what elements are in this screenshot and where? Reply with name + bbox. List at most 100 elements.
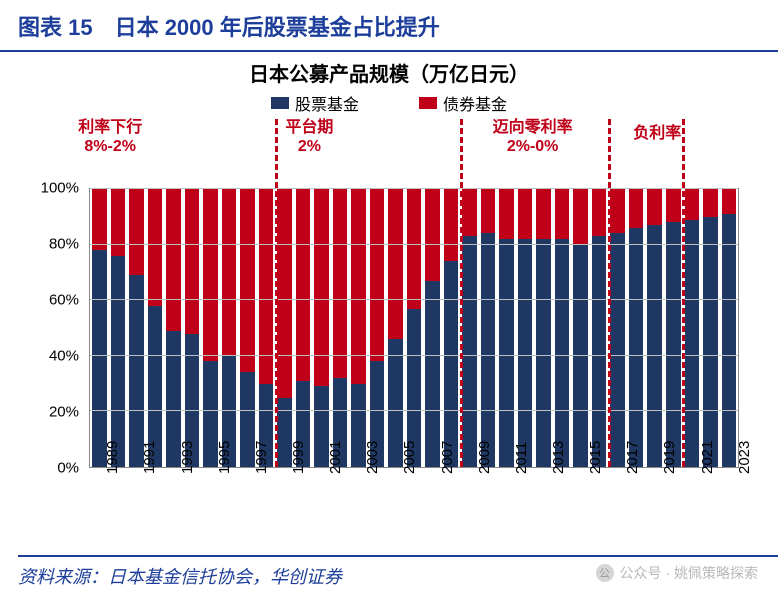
bar-col bbox=[331, 189, 350, 467]
bar-seg-stock bbox=[536, 239, 551, 467]
x-tick: 1997 bbox=[253, 441, 270, 474]
swatch-stock bbox=[271, 97, 289, 109]
bar-col bbox=[516, 189, 535, 467]
bar-col bbox=[368, 189, 387, 467]
bar-col bbox=[405, 189, 424, 467]
bar-seg-bond bbox=[333, 189, 348, 378]
x-tick: 2019 bbox=[661, 441, 678, 474]
period-annotation: 利率下行8%-2% bbox=[78, 118, 142, 156]
bar-col bbox=[349, 189, 368, 467]
chart-area: 日本公募产品规模（万亿日元） 股票基金 债券基金 利率下行8%-2% 平台期2% 迈… bbox=[19, 58, 759, 538]
x-tick: 2003 bbox=[364, 441, 381, 474]
wechat-icon: 公 bbox=[596, 564, 614, 582]
watermark: 公 公众号 · 姚佩策略探索 bbox=[596, 563, 758, 583]
gridline bbox=[90, 188, 738, 189]
bar-seg-stock bbox=[685, 220, 700, 467]
bar-seg-bond bbox=[111, 189, 126, 256]
x-tick: 2005 bbox=[401, 441, 418, 474]
y-tick: 40% bbox=[19, 348, 79, 365]
bar-seg-bond bbox=[277, 189, 292, 398]
bar-col bbox=[201, 189, 220, 467]
x-tick: 2007 bbox=[439, 441, 456, 474]
bar-seg-stock bbox=[129, 275, 144, 467]
bar-seg-stock bbox=[518, 239, 533, 467]
bar-seg-bond bbox=[370, 189, 385, 361]
bar-seg-stock bbox=[555, 239, 570, 467]
bar-seg-bond bbox=[536, 189, 551, 239]
legend-item-stock: 股票基金 bbox=[271, 91, 359, 115]
x-tick: 2009 bbox=[476, 441, 493, 474]
figure-title: 图表 15 日本 2000 年后股票基金占比提升 bbox=[0, 0, 778, 52]
bar-col bbox=[571, 189, 590, 467]
bar-seg-stock bbox=[481, 233, 496, 467]
bar-seg-stock bbox=[462, 236, 477, 467]
bar-seg-stock bbox=[722, 214, 737, 467]
x-tick: 2021 bbox=[699, 441, 716, 474]
legend-label-bond: 债券基金 bbox=[443, 91, 507, 115]
period-divider bbox=[682, 119, 685, 467]
y-tick: 0% bbox=[19, 460, 79, 477]
bar-seg-bond bbox=[314, 189, 329, 386]
bar-seg-bond bbox=[129, 189, 144, 275]
x-tick: 2015 bbox=[587, 441, 604, 474]
bar-seg-stock bbox=[111, 256, 126, 467]
gridline bbox=[90, 410, 738, 411]
bar-seg-stock bbox=[592, 236, 607, 467]
x-tick: 2017 bbox=[624, 441, 641, 474]
bar-seg-bond bbox=[222, 189, 237, 356]
bar-col bbox=[590, 189, 609, 467]
period-annotation: 平台期2% bbox=[285, 118, 333, 156]
legend-item-bond: 债券基金 bbox=[419, 91, 507, 115]
legend: 股票基金 债券基金 bbox=[19, 91, 759, 115]
bar-col bbox=[257, 189, 276, 467]
gridline bbox=[90, 244, 738, 245]
gridline bbox=[90, 355, 738, 356]
bar-col bbox=[90, 189, 109, 467]
period-divider bbox=[275, 119, 278, 467]
x-axis: 1989199119931995199719992001200320052007… bbox=[89, 468, 739, 538]
x-tick: 2001 bbox=[327, 441, 344, 474]
period-annotation: 迈向零利率2%-0% bbox=[493, 118, 573, 156]
bar-col bbox=[164, 189, 183, 467]
bar-col bbox=[294, 189, 313, 467]
bar-seg-stock bbox=[425, 281, 440, 467]
bar-col bbox=[386, 189, 405, 467]
x-tick: 1993 bbox=[179, 441, 196, 474]
y-tick: 80% bbox=[19, 236, 79, 253]
bar-col bbox=[720, 189, 739, 467]
bar-col bbox=[127, 189, 146, 467]
x-tick: 1999 bbox=[290, 441, 307, 474]
x-tick: 1995 bbox=[216, 441, 233, 474]
period-divider bbox=[608, 119, 611, 467]
bar-seg-bond bbox=[555, 189, 570, 239]
watermark-text: 公众号 · 姚佩策略探索 bbox=[620, 563, 758, 583]
bars-container bbox=[90, 189, 738, 467]
bar-seg-stock bbox=[703, 217, 718, 467]
bar-seg-bond bbox=[647, 189, 662, 225]
bar-col bbox=[183, 189, 202, 467]
chart-title: 日本公募产品规模（万亿日元） bbox=[19, 58, 759, 87]
bar-seg-bond bbox=[203, 189, 218, 361]
x-tick: 1991 bbox=[141, 441, 158, 474]
x-tick: 1989 bbox=[104, 441, 121, 474]
bar-seg-bond bbox=[518, 189, 533, 239]
bar-col bbox=[109, 189, 128, 467]
bar-col bbox=[701, 189, 720, 467]
bar-seg-bond bbox=[407, 189, 422, 309]
bar-col bbox=[479, 189, 498, 467]
bar-seg-stock bbox=[444, 261, 459, 467]
bar-seg-stock bbox=[499, 239, 514, 467]
x-tick: 2023 bbox=[736, 441, 753, 474]
bar-col bbox=[238, 189, 257, 467]
x-tick: 2011 bbox=[513, 442, 530, 474]
bar-seg-stock bbox=[666, 222, 681, 467]
bar-col bbox=[146, 189, 165, 467]
bar-col bbox=[312, 189, 331, 467]
y-tick: 60% bbox=[19, 292, 79, 309]
bar-col bbox=[664, 189, 683, 467]
bar-seg-bond bbox=[703, 189, 718, 217]
bar-seg-bond bbox=[573, 189, 588, 245]
y-tick: 100% bbox=[19, 180, 79, 197]
bar-seg-bond bbox=[462, 189, 477, 236]
bar-seg-bond bbox=[444, 189, 459, 261]
